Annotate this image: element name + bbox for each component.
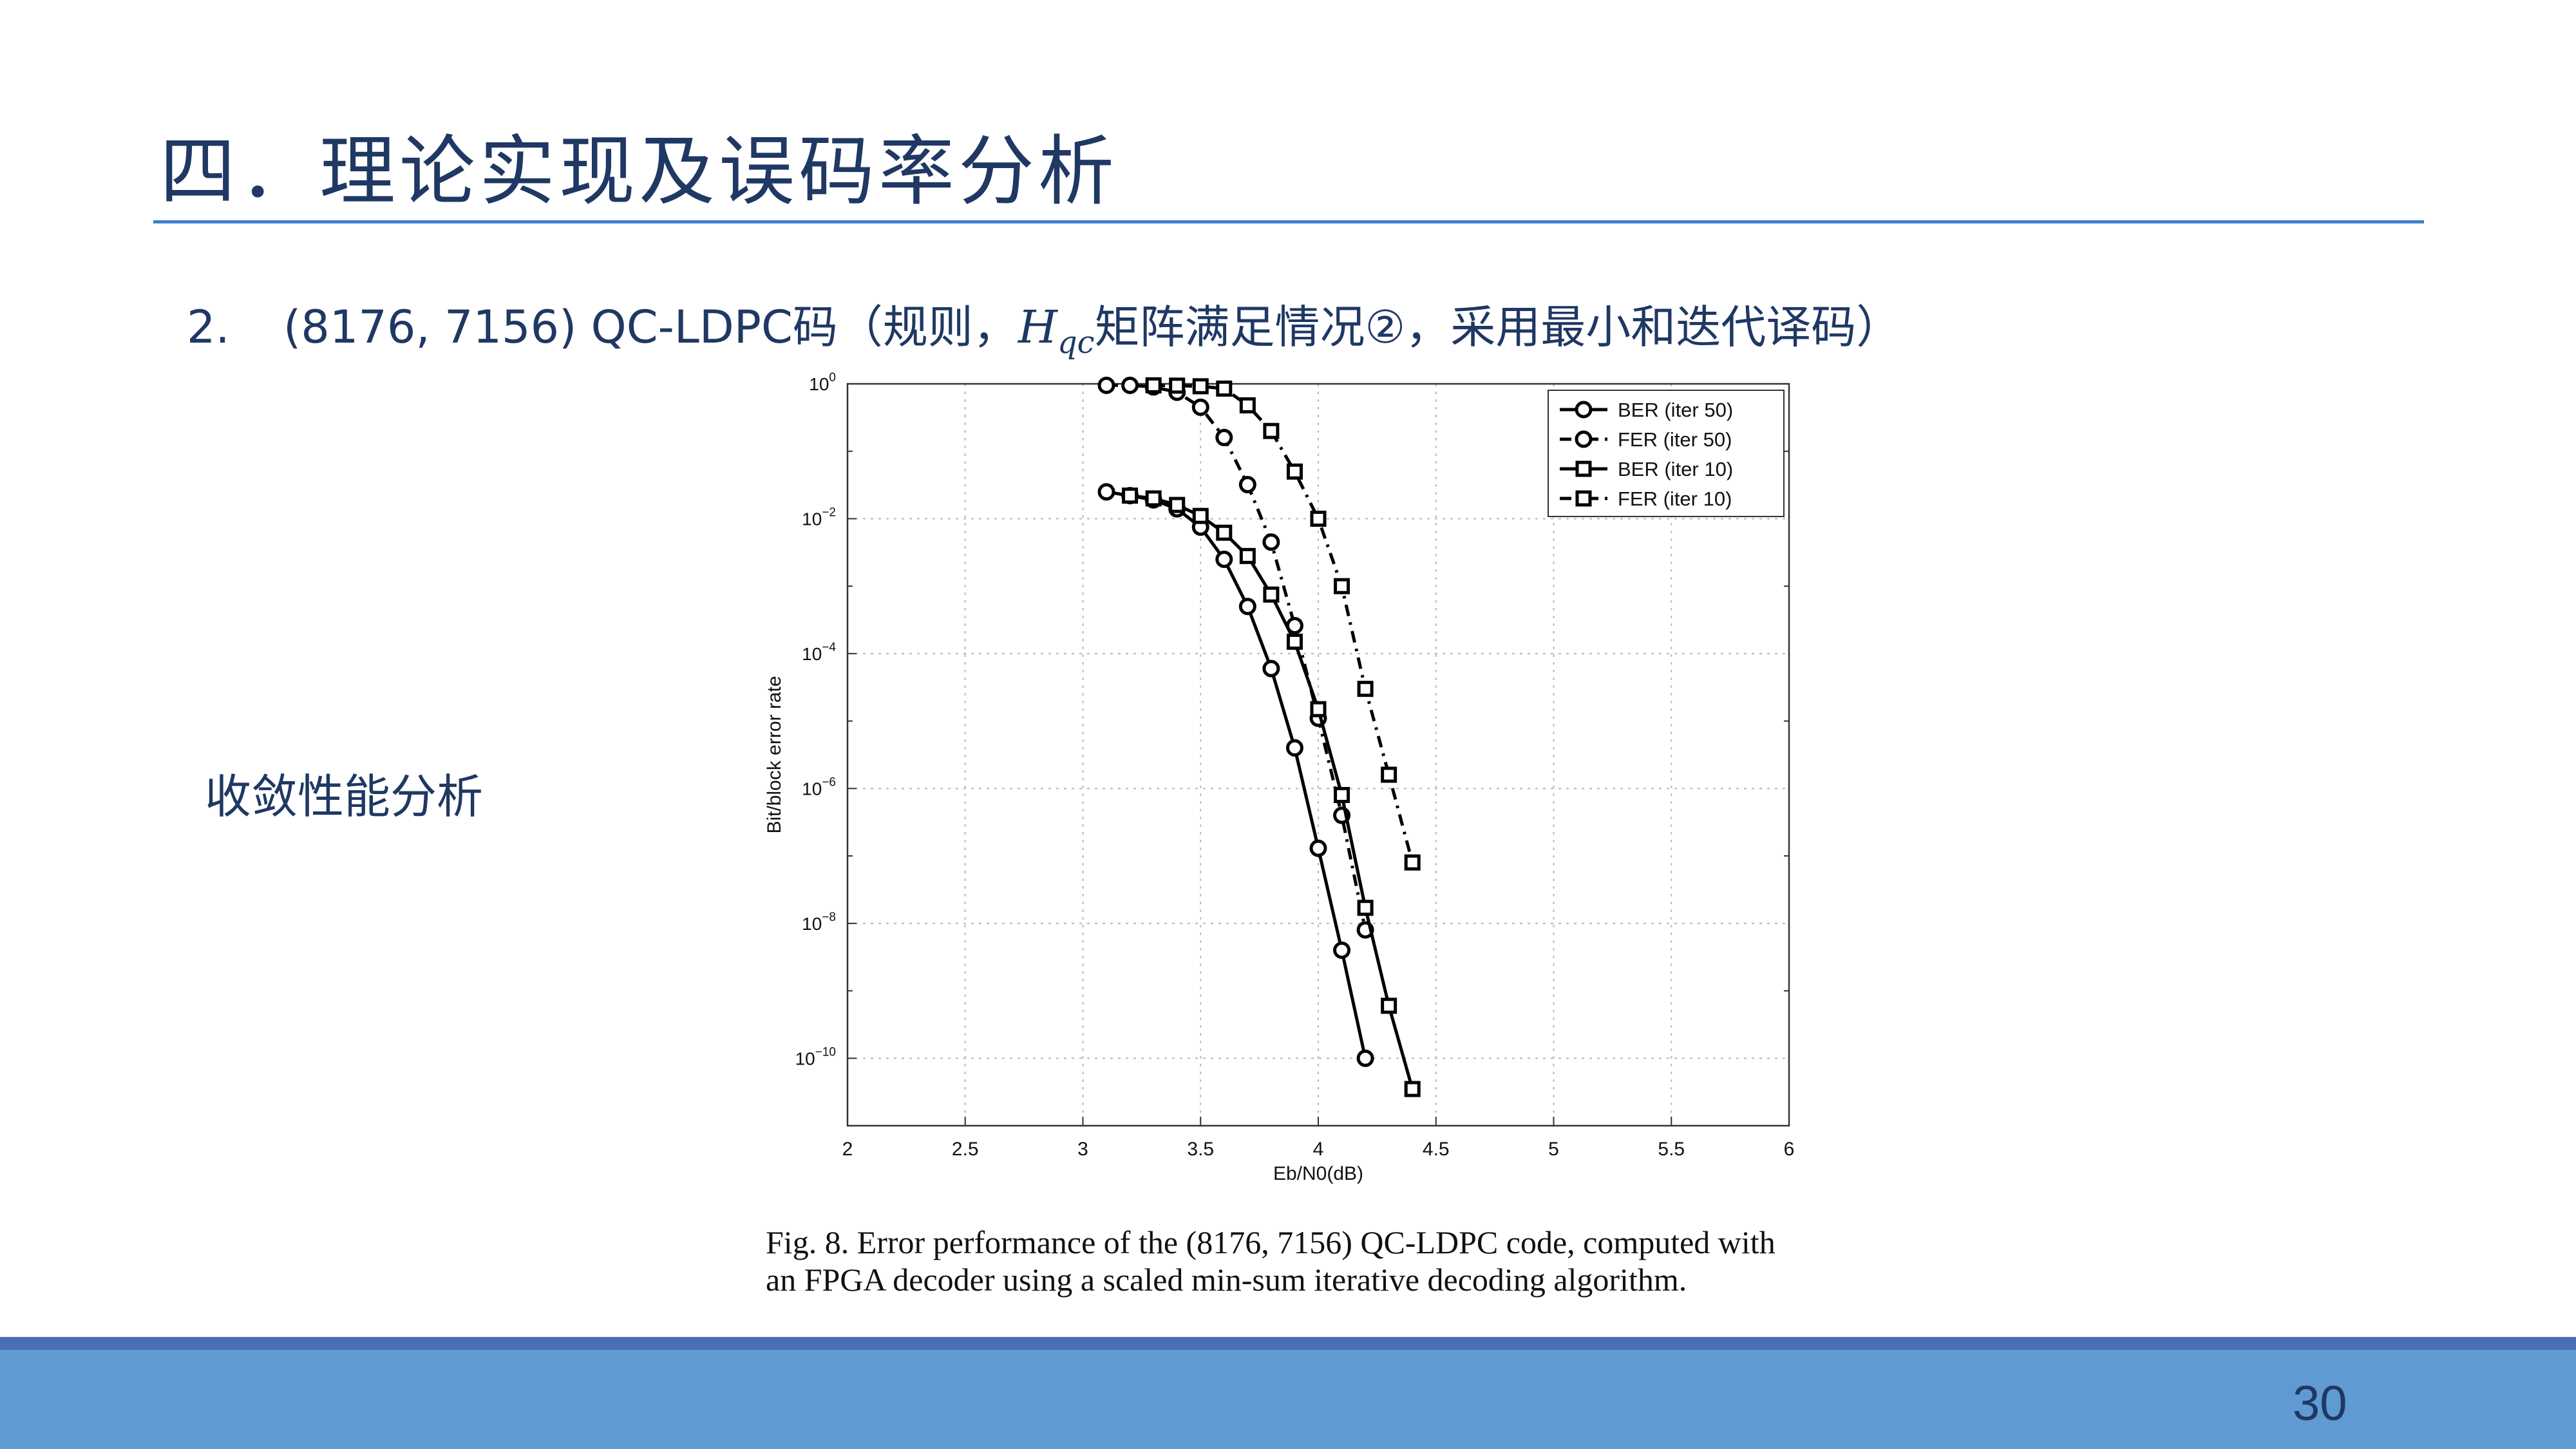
data-point bbox=[1122, 488, 1139, 504]
y-tick-label: 10−4 bbox=[802, 641, 836, 664]
page-number: 30 bbox=[2293, 1376, 2347, 1431]
x-tick-label: 3.5 bbox=[1187, 1139, 1214, 1160]
caption-line-2: an FPGA decoder using a scaled min-sum i… bbox=[766, 1262, 1687, 1298]
error-rate-chart: 2 2.5 3 3.5 4 4.5 5 5.5 6 100 10−2 10−4 10−6 10−8 10−1… bbox=[764, 371, 1794, 1184]
data-point bbox=[1145, 377, 1162, 393]
x-tick-label: 3 bbox=[1077, 1139, 1088, 1160]
data-point bbox=[1262, 533, 1280, 551]
legend-label: BER (iter 50) bbox=[1618, 399, 1733, 421]
plot-frame bbox=[846, 383, 1790, 1127]
legend-entry: FER (iter 10) bbox=[1560, 488, 1732, 510]
legend-layer: BER (iter 50) FER (iter 50) BER (iter 10) F… bbox=[1548, 390, 1785, 517]
data-point bbox=[1262, 659, 1280, 677]
data-point bbox=[1310, 701, 1327, 717]
subtitle-prefix: (8176, 7156) QC-LDPC码（规则， bbox=[283, 301, 1018, 354]
data-point bbox=[1285, 739, 1303, 757]
figure-caption: Fig. 8. Error performance of the (8176, … bbox=[766, 1224, 1776, 1298]
axis-layer: 2 2.5 3 3.5 4 4.5 5 5.5 6 100 10−2 10−4 10−6 10−8 10−1… bbox=[764, 371, 1794, 1184]
data-point bbox=[1215, 551, 1233, 569]
series-4 bbox=[1145, 377, 1421, 871]
data-point bbox=[1097, 376, 1115, 394]
legend-marker bbox=[1575, 401, 1593, 419]
data-point bbox=[1169, 377, 1186, 394]
data-point bbox=[1238, 476, 1256, 494]
legend-label: BER (iter 10) bbox=[1618, 458, 1733, 480]
data-point bbox=[1381, 998, 1397, 1014]
x-tick-label: 6 bbox=[1784, 1139, 1795, 1160]
legend-marker bbox=[1575, 490, 1592, 507]
data-point bbox=[1097, 483, 1115, 501]
x-tick-label: 4 bbox=[1313, 1139, 1324, 1160]
subtitle-number: 2. bbox=[187, 301, 230, 354]
data-point bbox=[1356, 1049, 1374, 1067]
matrix-symbol-base: H bbox=[1018, 301, 1057, 354]
data-point bbox=[1310, 510, 1327, 527]
data-point bbox=[1192, 378, 1209, 395]
x-axis-label: Eb/N0(dB) bbox=[1273, 1163, 1363, 1184]
footer-band bbox=[0, 1337, 2576, 1350]
y-tick-label: 10−2 bbox=[802, 506, 836, 529]
data-point bbox=[1334, 787, 1350, 804]
matrix-symbol: Hqc bbox=[1018, 301, 1095, 361]
series-line bbox=[1153, 383, 1414, 863]
data-point bbox=[1192, 507, 1209, 524]
data-point bbox=[1263, 586, 1280, 603]
y-tick-label: 100 bbox=[809, 371, 836, 394]
data-point bbox=[1357, 900, 1374, 916]
x-tick-label: 2.5 bbox=[952, 1139, 979, 1160]
slide-title: 四．理论实现及误码率分析 bbox=[160, 127, 1119, 216]
data-point bbox=[1239, 547, 1256, 564]
x-tick-label: 5 bbox=[1548, 1139, 1559, 1160]
subtitle-suffix: 矩阵满足情况②，采用最小和迭代译码） bbox=[1094, 301, 1902, 354]
data-point bbox=[1145, 490, 1162, 507]
data-point bbox=[1334, 578, 1350, 594]
data-point bbox=[1216, 524, 1233, 541]
data-point bbox=[1404, 854, 1421, 871]
data-point bbox=[1404, 1081, 1421, 1097]
data-point bbox=[1239, 397, 1256, 413]
side-label: 收敛性能分析 bbox=[205, 770, 484, 824]
data-point bbox=[1216, 380, 1233, 397]
matrix-symbol-subscript: qc bbox=[1057, 325, 1095, 361]
y-tick-label: 10−6 bbox=[802, 775, 836, 799]
footer-bar bbox=[0, 1350, 2576, 1449]
data-point bbox=[1333, 941, 1351, 959]
data-point bbox=[1191, 398, 1209, 416]
legend-label: FER (iter 50) bbox=[1618, 428, 1732, 451]
data-point bbox=[1357, 681, 1374, 697]
data-point bbox=[1215, 428, 1233, 446]
legend-marker bbox=[1575, 460, 1592, 477]
series-layer bbox=[1097, 376, 1421, 1097]
x-tick-label: 5.5 bbox=[1658, 1139, 1685, 1160]
data-point bbox=[1381, 766, 1397, 783]
series-line bbox=[1106, 383, 1367, 931]
title-divider bbox=[153, 220, 2424, 223]
legend-marker bbox=[1575, 430, 1593, 448]
legend-label: FER (iter 10) bbox=[1618, 488, 1732, 510]
data-point bbox=[1286, 633, 1303, 650]
x-tick-label: 2 bbox=[842, 1139, 853, 1160]
y-tick-label: 10−10 bbox=[795, 1045, 836, 1068]
series-3 bbox=[1122, 488, 1421, 1097]
series-line bbox=[1130, 494, 1414, 1090]
data-point bbox=[1263, 422, 1280, 439]
caption-line-1: Fig. 8. Error performance of the (8176, … bbox=[766, 1224, 1776, 1260]
y-tick-label: 10−8 bbox=[802, 911, 836, 934]
data-point bbox=[1309, 839, 1327, 857]
data-point bbox=[1121, 376, 1139, 394]
series-line bbox=[1106, 490, 1367, 1059]
data-point bbox=[1286, 463, 1303, 480]
data-point bbox=[1169, 497, 1186, 513]
slide-subtitle: 2. (8176, 7156) QC-LDPC码（规则，Hqc矩阵满足情况②，采用… bbox=[187, 291, 1901, 361]
x-tick-label: 4.5 bbox=[1423, 1139, 1450, 1160]
legend-entry: BER (iter 50) bbox=[1560, 399, 1733, 421]
data-point bbox=[1238, 598, 1256, 616]
series-2 bbox=[1097, 376, 1374, 939]
legend-entry: FER (iter 50) bbox=[1560, 428, 1732, 451]
legend-entry: BER (iter 10) bbox=[1560, 458, 1733, 480]
chart-container: 2 2.5 3 3.5 4 4.5 5 5.5 6 100 10−2 10−4 10−6 10−8 10−1… bbox=[747, 361, 1816, 1198]
y-axis-label: Bit/block error rate bbox=[764, 676, 785, 833]
